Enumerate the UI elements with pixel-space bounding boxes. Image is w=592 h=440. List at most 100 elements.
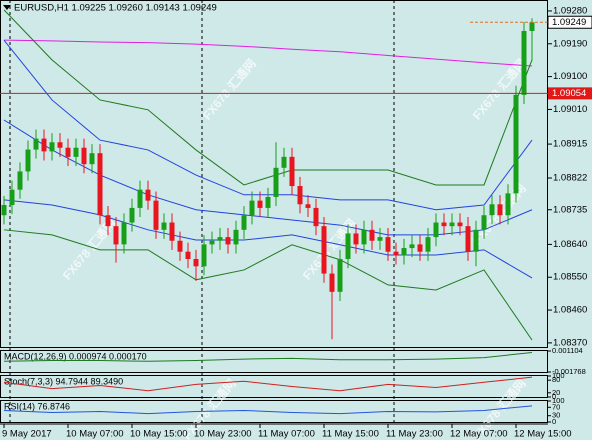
x-tick-label: 9 May 2017	[2, 429, 52, 440]
candle-body	[249, 200, 255, 216]
candle-body	[209, 240, 215, 245]
candle-body	[89, 153, 95, 165]
candle-body	[121, 222, 127, 245]
candle-body	[17, 171, 23, 190]
candle-body	[185, 251, 191, 259]
candle-body	[161, 222, 167, 230]
y-tick-label: 1.08735	[553, 204, 587, 215]
candle-body	[321, 226, 327, 274]
candle-body	[297, 186, 303, 205]
indicator-label: MACD(12,26,9) 0.000974 0.000170	[4, 351, 147, 361]
candle-body	[81, 147, 87, 165]
candle-body	[473, 229, 479, 252]
candle-body	[289, 156, 295, 187]
indicator-tick-label: -0.001768	[552, 367, 586, 376]
watermark: FX678 汇通网	[199, 56, 259, 123]
x-tick-label: 11 May 15:00	[322, 429, 379, 440]
indicator-tick-label: 100	[552, 396, 565, 405]
candle-body	[441, 222, 447, 227]
candle-body	[33, 138, 39, 150]
indicator-label: RSI(14) 76.8746	[4, 401, 70, 411]
candle-body	[41, 138, 47, 152]
x-tick-label: 10 May 15:00	[130, 429, 188, 440]
candle-body	[105, 215, 111, 227]
x-tick-label: 10 May 07:00	[66, 429, 124, 440]
x-tick-label: 11 May 23:00	[386, 429, 443, 440]
y-tick-label: 1.09010	[553, 104, 587, 115]
candle-body	[25, 149, 31, 172]
x-tick-label: 12 May 15:00	[514, 429, 572, 440]
y-tick-label: 1.08915	[553, 139, 587, 150]
indicator-label: Stoch(7,3,3) 94.7944 89.3490	[4, 376, 123, 386]
candle-body	[465, 226, 471, 252]
candle-body	[369, 229, 375, 241]
level-label-box	[548, 87, 592, 100]
candle-body	[265, 196, 271, 208]
candle-body	[313, 207, 319, 227]
candle-body	[153, 200, 159, 230]
candle-body	[361, 229, 367, 245]
y-tick-label: 1.09280	[553, 5, 587, 16]
candle-body	[169, 222, 175, 241]
candle-body	[425, 237, 431, 252]
candle-body	[1, 205, 7, 216]
macd-frame	[0, 350, 548, 373]
candle-body	[457, 222, 463, 227]
candle-body	[489, 204, 495, 216]
candle-body	[273, 167, 279, 197]
candle-body	[145, 189, 151, 201]
candle-body	[129, 207, 135, 223]
x-tick-label: 10 May 23:00	[194, 429, 252, 440]
candle-body	[521, 31, 527, 95]
candle-body	[201, 244, 207, 267]
candle-body	[377, 237, 383, 241]
y-tick-label: 1.08460	[553, 305, 587, 316]
candle-body	[97, 153, 103, 216]
y-tick-label: 1.08550	[553, 272, 587, 283]
candle-body	[409, 244, 415, 249]
title-arrow	[3, 5, 11, 10]
candle-body	[497, 204, 503, 216]
candle-body	[257, 200, 263, 208]
candle-body	[113, 226, 119, 245]
candle-body	[137, 189, 143, 208]
indicator-line	[3, 376, 533, 392]
chart-title: EURUSD,H1 1.09225 1.09260 1.09143 1.0924…	[14, 3, 217, 14]
candle-body	[505, 193, 511, 216]
candle-body	[57, 142, 63, 148]
indicator-tick-label: 100	[552, 371, 565, 380]
candle-body	[433, 222, 439, 238]
candle-body	[337, 258, 343, 292]
indicator-tick-label: 30	[552, 411, 560, 420]
candle-body	[529, 22, 535, 32]
y-tick-label: 1.08822	[553, 173, 587, 184]
candle-body	[9, 189, 15, 206]
indicator-tick-label: 0	[552, 392, 556, 401]
candle-body	[401, 248, 407, 256]
plot-frame	[0, 0, 548, 348]
y-tick-label: 1.09100	[553, 71, 587, 82]
overlay-line	[3, 199, 533, 279]
x-tick-label: 12 May 07:00	[450, 429, 508, 440]
last-price-label: 1.09249	[552, 17, 586, 28]
candle-body	[233, 229, 239, 245]
watermark: FX678 汇通网	[469, 56, 529, 123]
candle-body	[241, 215, 247, 230]
indicator-line	[3, 405, 533, 415]
indicator-tick-label: 20	[552, 388, 560, 397]
indicator-tick-label: 80	[552, 375, 560, 384]
candle-body	[73, 147, 79, 157]
indicator-tick-label: 70	[552, 402, 560, 411]
indicator-tick-label: 0	[552, 417, 556, 426]
level-label: 1.09054	[552, 88, 586, 99]
candle-body	[417, 244, 423, 252]
candle-body	[449, 222, 455, 227]
overlay-line	[3, 229, 533, 341]
candle-body	[217, 237, 223, 241]
candle-body	[281, 156, 287, 168]
candle-body	[385, 237, 391, 252]
candle-body	[345, 233, 351, 259]
indicator-tick-label: 0.001104	[552, 346, 583, 355]
candle-body	[305, 204, 311, 208]
candle-body	[49, 142, 55, 152]
